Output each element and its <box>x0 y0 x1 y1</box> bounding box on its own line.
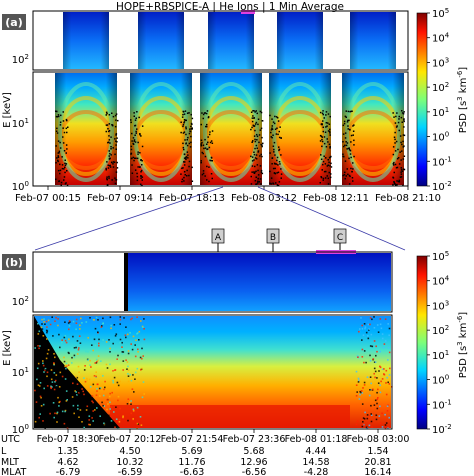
panel-b-colorbar-label: PSD [s3 km-6] <box>456 312 469 379</box>
panel-b-colorbar-ticks: 10-2 10-1 100 101 102 103 104 105 <box>427 250 452 436</box>
panel-b-ylabel: E [keV] <box>2 330 13 366</box>
ephem-mlt-2: 11.76 <box>178 457 205 468</box>
ephem-utc-4: Feb-08 01:18 <box>285 434 348 445</box>
cbTicksA-label-5: 103 <box>432 56 449 69</box>
panel-b-low-axes <box>32 314 393 430</box>
cbTicksA-label-1: 10-1 <box>432 155 452 168</box>
cbTicksA-label-6: 104 <box>432 32 450 45</box>
panel-a-xtick-5: Feb-08 21:10 <box>375 193 441 204</box>
ephem-mlat-1: -6.59 <box>118 467 143 476</box>
cbTicksB-label-7: 105 <box>432 250 449 263</box>
pass-3 <box>200 12 264 185</box>
panel-b-ytick-2: 102 <box>12 295 29 308</box>
panel-a-xtick-3: Feb-08 03:12 <box>231 193 297 204</box>
ephem-mlat-3: -6.56 <box>242 467 267 476</box>
ephem-mlt-5: 20.81 <box>364 457 391 468</box>
panel-b-label-box <box>2 254 26 270</box>
ephem-mlt-3: 12.96 <box>240 457 267 468</box>
cbTicksB-label-1: 10-1 <box>432 398 452 411</box>
panel-b-label: (b) <box>5 256 23 269</box>
ephem-utc-1: Feb-07 20:12 <box>99 434 162 445</box>
ephem-mlat-4: -4.28 <box>304 467 329 476</box>
ephem-l-0: 1.35 <box>57 446 78 457</box>
panel-b-spectrogram <box>34 253 393 430</box>
panel-a-ytick-1: 101 <box>12 117 29 130</box>
panel-a-spectrogram <box>55 12 406 187</box>
panel-a-xtick-2: Feb-07 18:13 <box>159 193 225 204</box>
marker-label-C: C <box>337 233 343 243</box>
zoom-line-right <box>257 186 406 251</box>
panel-a-label: (a) <box>5 16 22 29</box>
panel-a-xticks: Feb-07 00:15 Feb-07 09:14 Feb-07 18:13 Feb-… <box>15 186 441 204</box>
pass-4 <box>269 12 333 187</box>
panel-a-ylabel: E [keV] <box>2 92 13 128</box>
cbTicksB-label-2: 100 <box>432 374 449 387</box>
ephem-mlat-5: 16.14 <box>364 467 391 476</box>
panel-b-ephemeris: UTC Feb-07 18:30 Feb-07 20:12 Feb-07 21:54 F… <box>1 429 409 476</box>
cbTicksB-label-4: 102 <box>432 324 449 337</box>
pass-5 <box>342 12 406 187</box>
panel-a-label-box <box>2 14 26 30</box>
panel-a-ytick-0: 100 <box>12 180 29 193</box>
cbTicksB-label-6: 104 <box>432 275 450 288</box>
cbTicksA-label-3: 101 <box>432 106 449 119</box>
cbTicksA-label-0: 10-2 <box>432 180 452 193</box>
marker-label-A: A <box>215 233 222 243</box>
ephem-row-label-mlt: MLT <box>1 457 19 468</box>
zoom-line-left <box>34 186 224 251</box>
ephem-mlt-1: 10.32 <box>116 457 143 468</box>
ephem-utc-0: Feb-07 18:30 <box>37 434 100 445</box>
cbTicksA-label-2: 100 <box>432 131 449 144</box>
ephem-l-2: 5.69 <box>181 446 202 457</box>
panel-a-high-axes <box>32 10 409 71</box>
panel-a-xtick-0: Feb-07 00:15 <box>15 193 81 204</box>
panel-a-colorbar <box>416 12 428 187</box>
ephem-row-label-mlat: MLAT <box>1 467 26 476</box>
ephem-l-3: 5.68 <box>243 446 264 457</box>
ephem-utc-5: Feb-08 03:00 <box>347 434 410 445</box>
pass-1 <box>55 12 119 187</box>
marker-label-B: B <box>270 233 276 243</box>
panel-b-ytick-1: 101 <box>12 366 29 379</box>
ephem-mlat-0: -6.79 <box>56 467 81 476</box>
ephem-row-label-l: L <box>1 446 7 457</box>
panel-a-colorbar-ticks: 10-2 10-1 100 101 102 103 104 105 <box>427 7 452 193</box>
panel-a-ytick-2: 102 <box>12 53 29 66</box>
ephem-l-5: 1.54 <box>367 446 388 457</box>
panel-a-colorbar-label: PSD [s3 km-6] <box>456 67 469 134</box>
panel-b-colorbar <box>416 255 428 430</box>
panel-b-high-axes <box>32 251 393 313</box>
ephem-utc-2: Feb-07 21:54 <box>161 434 224 445</box>
panel-a-highlight-bar <box>241 10 255 14</box>
cbTicksB-label-5: 103 <box>432 299 449 312</box>
pass-2 <box>130 12 194 187</box>
cbTicksB-label-3: 101 <box>432 349 449 362</box>
cbTicksA-label-4: 102 <box>432 81 449 94</box>
ephem-utc-3: Feb-07 23:36 <box>223 434 286 445</box>
cbTicksB-label-0: 10-2 <box>432 423 452 436</box>
ephem-row-label-utc: UTC <box>1 434 20 445</box>
ephem-l-1: 4.50 <box>119 446 140 457</box>
panel-b-markers: A B C <box>211 228 347 252</box>
panel-a-xtick-1: Feb-07 09:14 <box>87 193 153 204</box>
panel-a-xtick-4: Feb-08 12:11 <box>303 193 369 204</box>
ephem-mlt-4: 14.58 <box>302 457 329 468</box>
panel-a-low-axes <box>32 71 409 187</box>
ephem-mlat-2: -6.63 <box>180 467 205 476</box>
panel-a-title: HOPE+RBSPICE-A | He Ions | 1 Min Average <box>116 1 344 13</box>
cbTicksA-label-7: 105 <box>432 7 449 20</box>
ephem-l-4: 4.44 <box>305 446 326 457</box>
ephem-mlt-0: 4.62 <box>57 457 78 468</box>
